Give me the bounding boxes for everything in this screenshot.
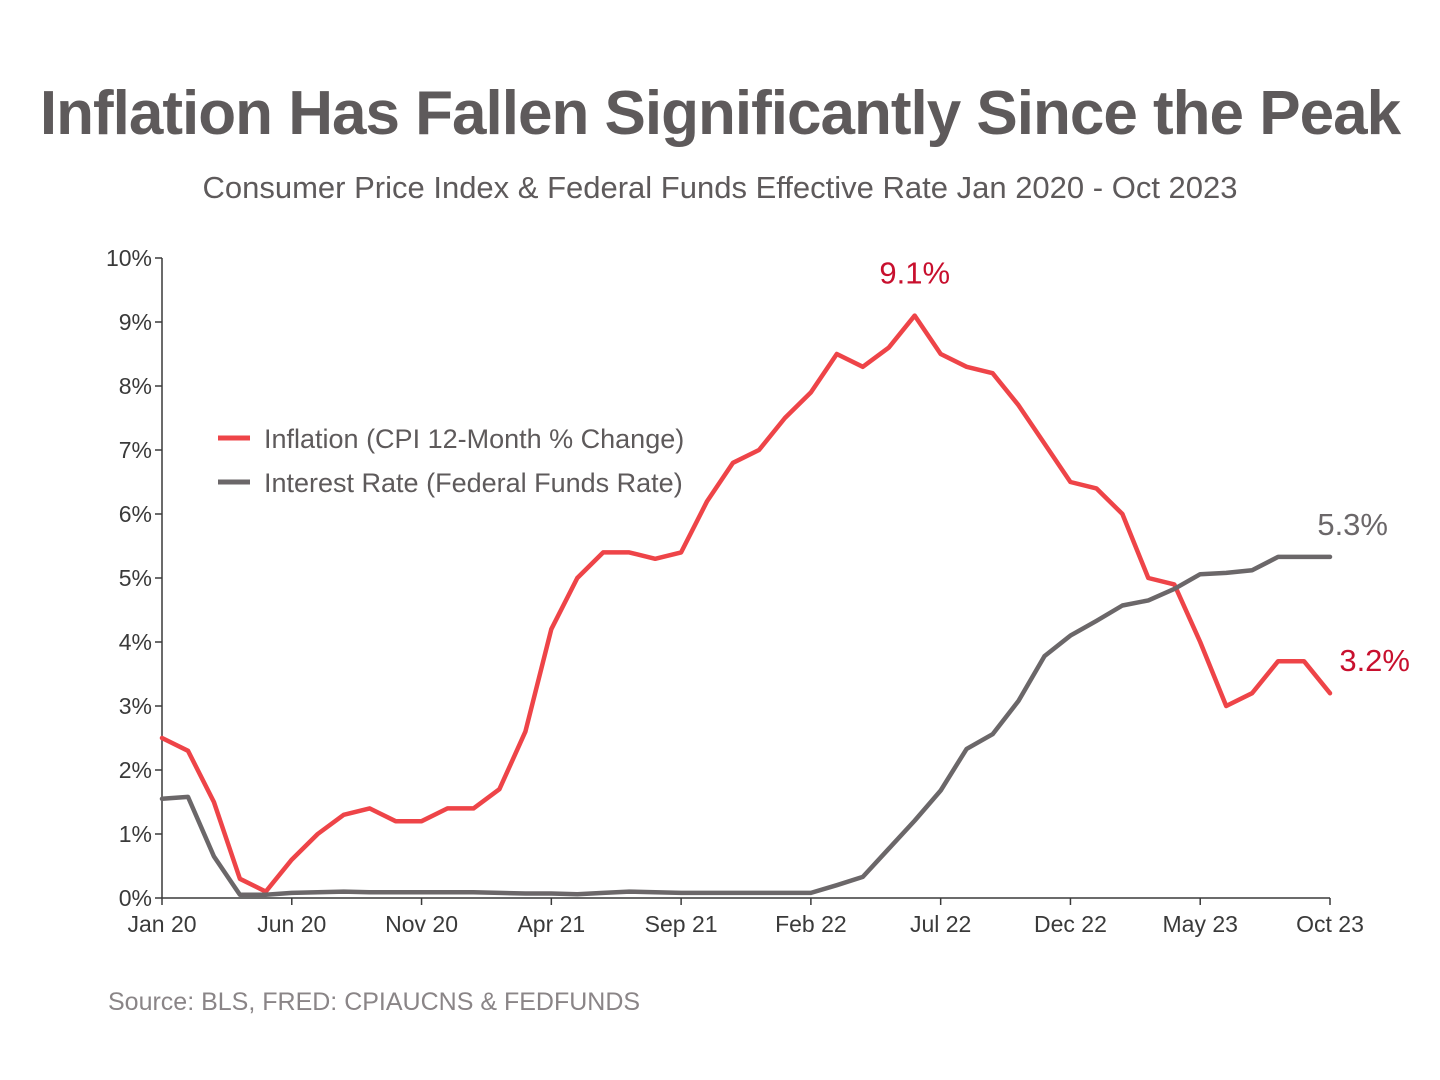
data-annotation-label: 3.2% xyxy=(1339,643,1410,678)
y-tick-label: 8% xyxy=(119,373,152,399)
x-tick-label: Dec 22 xyxy=(1034,911,1107,937)
x-tick-label: Jun 20 xyxy=(257,911,326,937)
y-tick-label: 9% xyxy=(119,309,152,335)
inflation-series-line xyxy=(159,313,1333,894)
x-tick-label: May 23 xyxy=(1163,911,1238,937)
chart-legend: Inflation (CPI 12-Month % Change) Interes… xyxy=(218,424,684,498)
x-tick-label: Sep 21 xyxy=(645,911,718,937)
y-tick-label: 6% xyxy=(119,501,152,527)
x-tick-label: Jan 20 xyxy=(127,911,196,937)
y-tick-label: 1% xyxy=(119,821,152,847)
chart-title: Inflation Has Fallen Significantly Since… xyxy=(39,79,1401,148)
y-tick-label: 10% xyxy=(106,245,152,271)
x-tick-label: Apr 21 xyxy=(517,911,585,937)
data-annotation-label: 9.1% xyxy=(879,256,950,291)
chart-ticks: 0% 1% 2% 3% 4% 5% 6% 7% 8% 9% 10% Jan 20 Jun 20 Nov 2… xyxy=(106,245,1364,937)
y-tick-label: 3% xyxy=(119,693,152,719)
chart-subtitle: Consumer Price Index & Federal Funds Eff… xyxy=(202,170,1238,205)
chart-series xyxy=(159,313,1333,898)
legend-entry: Inflation (CPI 12-Month % Change) xyxy=(264,424,684,454)
chart-source: Source: BLS, FRED: CPIAUCNS & FEDFUNDS xyxy=(108,988,641,1016)
x-tick-label: Oct 23 xyxy=(1296,911,1364,937)
x-tick-label: Jul 22 xyxy=(910,911,971,937)
x-tick-label: Feb 22 xyxy=(775,911,847,937)
x-tick-label: Nov 20 xyxy=(385,911,458,937)
y-tick-label: 2% xyxy=(119,757,152,783)
y-tick-label: 7% xyxy=(119,437,152,463)
y-tick-label: 0% xyxy=(119,885,152,911)
chart-annotations: 9.1% 5.3% 3.2% xyxy=(879,256,1410,679)
legend-entry: Interest Rate (Federal Funds Rate) xyxy=(264,468,683,498)
data-annotation-label: 5.3% xyxy=(1317,507,1388,542)
interest-rate-series-line xyxy=(159,554,1333,898)
y-tick-label: 4% xyxy=(119,629,152,655)
y-tick-label: 5% xyxy=(119,565,152,591)
